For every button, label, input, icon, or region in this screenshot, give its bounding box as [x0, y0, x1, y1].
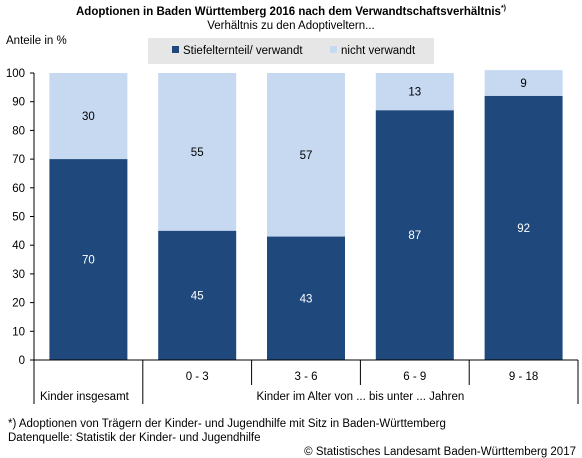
data-label-nicht-verwandt: 13	[408, 87, 421, 99]
chart-title-text: Adoptionen in Baden Württemberg 2016 nac…	[75, 5, 501, 18]
bar-nicht-verwandt	[484, 70, 563, 96]
data-label-nicht-verwandt: 55	[191, 147, 204, 159]
data-label-verwandt: 70	[82, 255, 95, 267]
bar-verwandt	[158, 230, 237, 360]
x-tick-label: 9 - 18	[509, 371, 538, 383]
bar-verwandt	[49, 159, 128, 360]
data-label-verwandt: 43	[300, 293, 313, 305]
bar-verwandt	[375, 110, 454, 360]
y-tick-label: 30	[12, 269, 25, 281]
data-label-verwandt: 45	[191, 290, 204, 302]
bar-verwandt	[484, 95, 563, 361]
bar-nicht-verwandt	[158, 73, 237, 231]
data-label-nicht-verwandt: 57	[300, 150, 313, 162]
bar-nicht-verwandt	[375, 73, 454, 111]
x-tick-label: 3 - 6	[294, 371, 317, 383]
legend-label-nicht-verwandt: nicht verwandt	[341, 45, 416, 57]
title-footnote-marker: *)	[500, 5, 506, 12]
copyright: © Statistisches Landesamt Baden-Württemb…	[304, 446, 576, 458]
y-tick-label: 70	[12, 154, 25, 166]
chart-subtitle: Verhältnis zu den Adoptiveltern...	[207, 20, 375, 32]
data-label-verwandt: 92	[517, 223, 530, 235]
legend-label-verwandt: Stiefelternteil/ verwandt	[183, 45, 303, 57]
y-tick-label: 10	[12, 326, 25, 338]
legend-swatch-nicht-verwandt	[330, 46, 337, 53]
chart-title: Adoptionen in Baden Württemberg 2016 nac…	[0, 5, 582, 18]
y-tick-label: 100	[6, 68, 25, 80]
legend-item-nicht-verwandt: nicht verwandt	[330, 45, 415, 57]
y-axis-label: Anteile in %	[6, 35, 67, 47]
data-label-nicht-verwandt: 30	[82, 111, 95, 123]
x-tick-label: 6 - 9	[403, 371, 426, 383]
legend-item-verwandt: Stiefelternteil/ verwandt	[172, 45, 303, 57]
y-tick-label: 40	[12, 240, 25, 252]
data-label-verwandt: 87	[408, 230, 421, 242]
x-group-label: Kinder im Alter von ... bis unter ... Ja…	[257, 391, 465, 403]
legend-swatch-verwandt	[172, 46, 179, 53]
bar-verwandt	[267, 236, 345, 360]
y-tick-label: 80	[12, 125, 25, 137]
y-tick-label: 60	[12, 183, 25, 195]
y-tick-label: 50	[12, 212, 25, 224]
bar-nicht-verwandt	[49, 73, 128, 160]
data-source: Datenquelle: Statistik der Kinder- und J…	[8, 432, 261, 444]
y-tick-label: 20	[12, 298, 25, 310]
x-tick-label: Kinder insgesamt	[40, 391, 130, 403]
data-label-nicht-verwandt: 9	[520, 78, 526, 90]
y-tick-label: 90	[12, 97, 25, 109]
x-tick-label: 0 - 3	[186, 371, 209, 383]
bar-nicht-verwandt	[267, 73, 345, 237]
y-tick-label: 0	[19, 355, 25, 367]
footnote: *) Adoptionen von Trägern der Kinder- un…	[8, 418, 446, 430]
legend: Stiefelternteil/ verwandt nicht verwandt	[148, 38, 434, 64]
